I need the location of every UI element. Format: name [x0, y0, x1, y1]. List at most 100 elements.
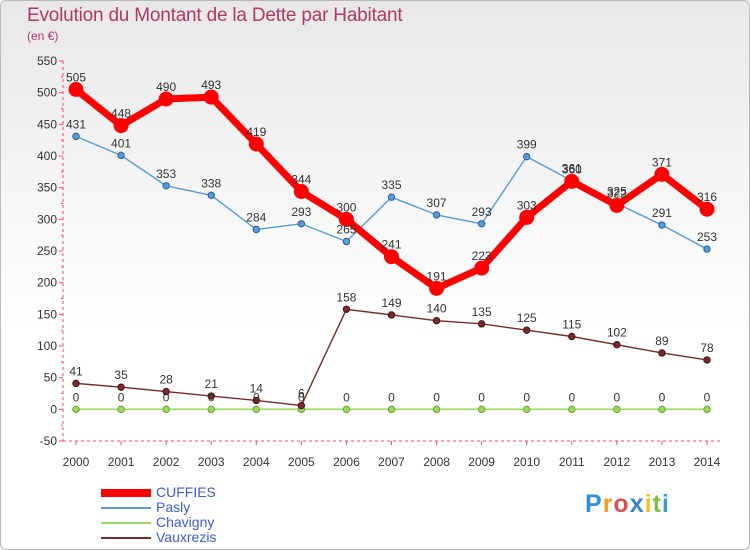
data-label-pasly: 431 [66, 117, 86, 131]
data-label-cuffies: 493 [201, 78, 221, 92]
data-point-cuffies [429, 280, 445, 296]
logo-letter: i [644, 490, 653, 518]
data-point-pasly [703, 245, 711, 253]
data-point-vauxrezis [568, 332, 576, 341]
data-label-vauxrezis: 89 [655, 334, 669, 348]
x-tick-label: 2003 [198, 455, 225, 469]
data-label-cuffies: 316 [697, 190, 717, 204]
data-label-cuffies: 360 [562, 162, 582, 176]
data-point-chavigny [252, 405, 260, 414]
data-label-cuffies: 223 [472, 249, 492, 263]
data-point-pasly [387, 193, 396, 201]
data-point-cuffies [113, 118, 129, 134]
data-label-vauxrezis: 78 [700, 341, 714, 355]
legend-swatch-pasly [101, 507, 151, 509]
data-point-vauxrezis [297, 401, 306, 410]
data-label-pasly: 338 [201, 176, 221, 190]
x-tick-label: 2011 [559, 455, 585, 469]
data-point-vauxrezis [117, 383, 125, 391]
logo-letter: o [613, 490, 630, 518]
y-tick-label: -50 [40, 434, 58, 448]
data-label-pasly: 335 [381, 178, 401, 192]
data-point-vauxrezis [72, 379, 80, 388]
data-label-chavigny: 0 [523, 390, 530, 404]
data-label-pasly: 353 [156, 167, 176, 181]
data-label-chavigny: 0 [163, 390, 170, 404]
x-tick-label: 2000 [63, 455, 90, 469]
data-label-chavigny: 0 [388, 390, 395, 404]
data-point-cuffies [68, 82, 84, 97]
data-point-chavigny [72, 405, 80, 414]
data-label-cuffies: 344 [291, 172, 311, 186]
data-point-chavigny [523, 405, 531, 414]
y-tick-label: 300 [37, 212, 57, 226]
data-point-vauxrezis [387, 311, 396, 319]
data-label-vauxrezis: 35 [114, 368, 128, 382]
data-point-pasly [658, 221, 666, 229]
data-point-chavigny [117, 405, 125, 414]
data-label-chavigny: 0 [118, 390, 125, 404]
data-label-pasly: 307 [427, 196, 447, 210]
data-point-pasly [207, 191, 215, 199]
data-point-cuffies [654, 166, 670, 182]
data-point-cuffies [699, 201, 715, 217]
data-label-vauxrezis: 14 [250, 381, 264, 395]
data-point-pasly [117, 151, 125, 160]
data-label-chavigny: 0 [659, 390, 666, 404]
data-point-cuffies [564, 173, 580, 189]
x-tick-label: 2014 [694, 455, 721, 469]
data-label-cuffies: 419 [246, 125, 266, 139]
data-label-cuffies: 505 [66, 71, 86, 85]
data-point-pasly [72, 132, 80, 141]
y-tick-label: 150 [37, 307, 57, 321]
data-point-chavigny [432, 405, 441, 414]
data-point-chavigny [387, 405, 396, 414]
data-label-pasly: 291 [652, 206, 672, 220]
data-label-chavigny: 0 [253, 390, 260, 404]
data-label-pasly: 293 [472, 205, 492, 219]
data-label-cuffies: 490 [156, 80, 176, 94]
data-point-vauxrezis [658, 349, 666, 357]
data-point-vauxrezis [703, 356, 711, 364]
chart-title: Evolution du Montant de la Dette par Hab… [27, 5, 403, 26]
data-point-chavigny [207, 405, 215, 414]
x-tick-label: 2012 [604, 455, 631, 469]
data-point-cuffies [158, 91, 174, 107]
y-tick-label: 450 [37, 117, 57, 131]
data-label-pasly: 265 [336, 223, 356, 237]
data-point-cuffies [519, 209, 535, 225]
data-point-chavigny [568, 405, 576, 414]
data-point-chavigny [658, 405, 666, 414]
data-point-cuffies [384, 249, 399, 265]
y-tick-label: 550 [37, 54, 57, 68]
data-point-pasly [162, 182, 170, 190]
legend-label-vauxrezis: Vauxrezis [156, 529, 217, 545]
data-label-vauxrezis: 28 [159, 373, 173, 387]
data-label-vauxrezis: 6 [298, 387, 305, 401]
data-label-pasly: 253 [697, 230, 717, 244]
logo-letter: P [585, 490, 603, 518]
data-label-chavigny: 0 [208, 390, 215, 404]
x-tick-label: 2013 [649, 455, 676, 469]
data-label-cuffies: 241 [381, 238, 401, 252]
logo-letter: t [652, 490, 662, 518]
data-label-vauxrezis: 140 [427, 302, 447, 316]
data-point-chavigny [703, 405, 711, 414]
data-point-vauxrezis [342, 305, 351, 313]
data-point-chavigny [342, 405, 351, 414]
data-label-chavigny: 0 [568, 390, 575, 404]
logo-letter: r [602, 490, 614, 518]
data-label-vauxrezis: 102 [607, 326, 627, 340]
data-point-cuffies [338, 211, 354, 227]
data-point-pasly [477, 220, 486, 228]
logo-letter: x [629, 490, 645, 518]
data-point-vauxrezis [207, 392, 215, 400]
y-tick-label: 400 [37, 149, 57, 163]
data-label-vauxrezis: 41 [69, 364, 83, 378]
data-label-chavigny: 0 [704, 390, 711, 404]
data-label-vauxrezis: 149 [381, 296, 401, 310]
legend-swatch-vauxrezis [101, 537, 151, 539]
chart-subtitle: (en €) [27, 29, 59, 43]
y-tick-label: 50 [44, 371, 58, 385]
